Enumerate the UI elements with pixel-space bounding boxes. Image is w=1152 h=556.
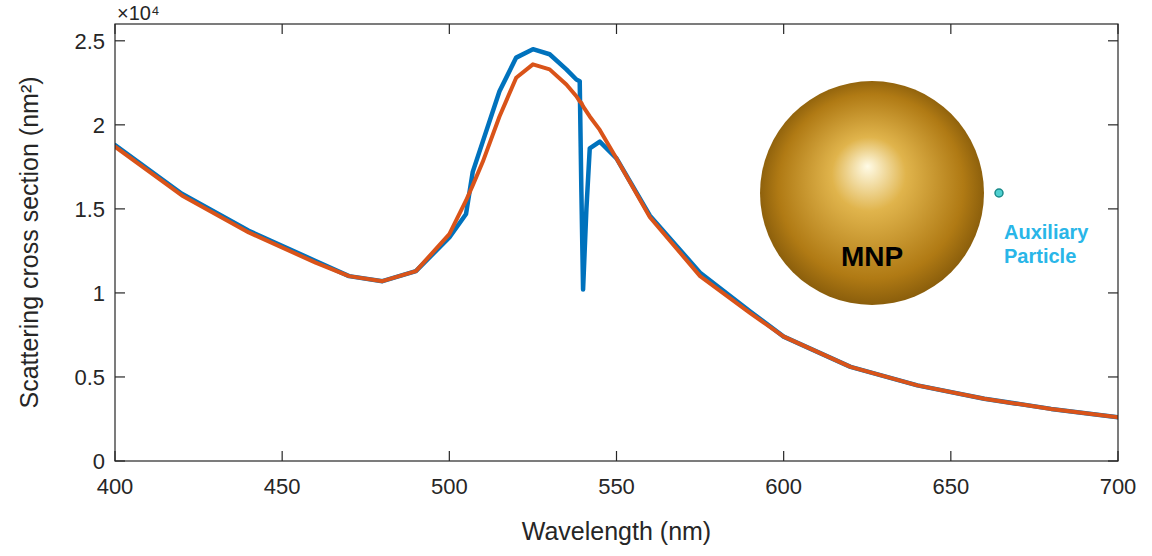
x-tick — [616, 24, 617, 34]
y-tick — [115, 208, 125, 209]
series-line — [115, 49, 1118, 417]
x-tick — [282, 24, 283, 34]
y-tick — [1108, 460, 1118, 461]
x-tick-label: 400 — [97, 474, 134, 499]
auxiliary-particle — [995, 189, 1003, 197]
y-tick — [1108, 376, 1118, 377]
x-tick — [950, 451, 951, 461]
label-line: Auxiliary — [1004, 221, 1089, 243]
x-tick-label: 600 — [765, 474, 802, 499]
y-tick — [115, 376, 125, 377]
y-axis-title: Scattering cross section (nm²) — [15, 76, 43, 408]
y-multiplier: ×10⁴ — [117, 2, 160, 24]
x-tick-label: 700 — [1100, 474, 1137, 499]
y-tick-label: 1.5 — [74, 197, 105, 222]
y-tick — [115, 124, 125, 125]
y-tick — [1108, 208, 1118, 209]
x-tick-label: 500 — [431, 474, 468, 499]
frame — [115, 24, 1118, 461]
x-tick — [783, 451, 784, 461]
y-tick-label: 0 — [93, 449, 105, 474]
x-tick — [783, 24, 784, 34]
y-tick-label: 2.5 — [74, 29, 105, 54]
plot-area — [115, 24, 1118, 461]
x-tick — [616, 451, 617, 461]
x-tick — [114, 451, 115, 461]
y-tick — [1108, 40, 1118, 41]
x-tick — [114, 24, 115, 34]
y-tick — [115, 460, 125, 461]
x-axis-title: Wavelength (nm) — [522, 517, 711, 545]
x-tick — [282, 451, 283, 461]
x-tick-label: 550 — [598, 474, 635, 499]
y-tick-label: 2 — [93, 113, 105, 138]
y-tick-label: 0.5 — [74, 365, 105, 390]
y-tick-label: 1 — [93, 281, 105, 306]
x-tick-label: 650 — [932, 474, 969, 499]
x-tick — [1117, 451, 1118, 461]
x-tick — [449, 451, 450, 461]
label-line: Particle — [1004, 245, 1076, 267]
x-tick-label: 450 — [264, 474, 301, 499]
y-tick — [115, 292, 125, 293]
mnp-label: MNP — [841, 241, 903, 272]
y-tick — [1108, 292, 1118, 293]
auxiliary-label: AuxiliaryParticle — [1004, 221, 1089, 267]
series-line — [115, 64, 1118, 417]
y-tick — [115, 40, 125, 41]
y-tick — [1108, 124, 1118, 125]
mnp-sphere — [760, 81, 984, 305]
chart: MNP AuxiliaryParticle 400 450 500 550 600 650 70… — [0, 0, 1152, 556]
lines — [115, 49, 1118, 417]
x-tick — [950, 24, 951, 34]
x-tick — [1117, 24, 1118, 34]
x-tick — [449, 24, 450, 34]
